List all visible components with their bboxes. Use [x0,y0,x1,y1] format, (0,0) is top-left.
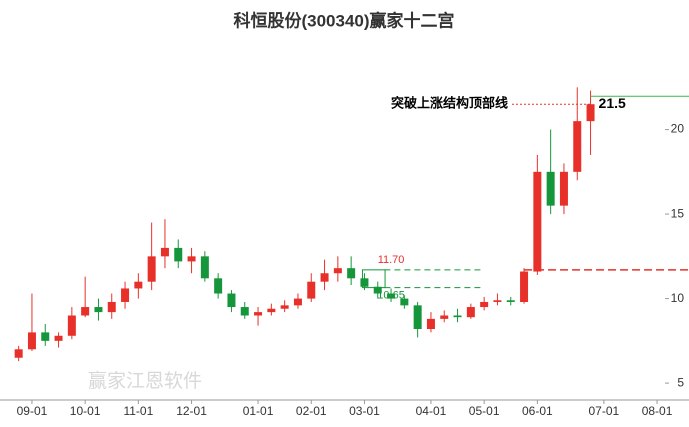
breakout-value: 21.5 [599,95,626,111]
level-label: 11.70 [378,254,405,266]
x-tick-label: 11-01 [123,404,153,418]
x-tick-label: 06-01 [522,404,553,418]
y-tick-label: 20 [671,122,685,136]
candle-body [586,104,595,122]
candle-body [200,256,209,279]
x-tick-label: 01-01 [243,404,274,418]
y-tick-label: 5 [677,375,684,389]
candle-body [67,315,76,336]
candle-body [121,288,130,302]
x-tick-label: 12-01 [176,404,207,418]
candle-body [254,312,263,316]
candle-body [493,300,502,302]
candle-body [94,307,103,313]
level-box [361,269,386,289]
x-tick-label: 07-01 [588,404,619,418]
candle-body [267,308,276,313]
candle-body [320,273,329,282]
candle-body [160,247,169,257]
x-tick-label: 02-01 [296,404,327,418]
watermark: 赢家江恩软件 [88,370,202,392]
candle-body [373,286,382,294]
candle-body [426,318,435,330]
candle-body [387,293,396,299]
candle-body [214,278,223,294]
y-tick-label: 15 [671,206,685,220]
candle-body [174,247,183,262]
candle-body [546,171,555,206]
candle-body [240,307,249,316]
candle-body [187,256,196,262]
candle-body [54,335,63,341]
candle-body [41,332,50,341]
x-tick-label: 03-01 [349,404,380,418]
candle-body [280,305,289,309]
candle-body [573,121,582,172]
candle-body [480,301,489,308]
candle-body [227,293,236,308]
candle-body [307,281,316,299]
candle-body [506,300,515,302]
candle-body [466,307,475,318]
candle-body [333,268,342,274]
y-tick-label: 10 [671,291,685,305]
candle-body [440,315,449,319]
candle-body [400,298,409,306]
candle-body [107,301,116,313]
candle-body [134,281,143,289]
candle-body [559,171,568,206]
x-tick-label: 05-01 [469,404,500,418]
x-tick-label: 04-01 [416,404,447,418]
candle-body [147,256,156,282]
level-label: 10.65 [377,290,405,302]
candle-body [81,307,90,316]
x-tick-label: 09-01 [17,404,48,418]
x-tick-label: 10-01 [70,404,101,418]
candle-body [293,298,302,306]
breakout-label: 突破上涨结构顶部线 [391,96,508,111]
candle-body [533,171,542,272]
candle-body [360,278,369,287]
candle-body [413,305,422,330]
candle-body [27,332,36,350]
candle-body [520,271,529,302]
x-tick-label: 08-01 [642,404,673,418]
candle-body [453,315,462,318]
candle-body [347,268,356,279]
candle-body [14,349,23,358]
chart-title: 科恒股份(300340)赢家十二宫 [233,10,454,30]
